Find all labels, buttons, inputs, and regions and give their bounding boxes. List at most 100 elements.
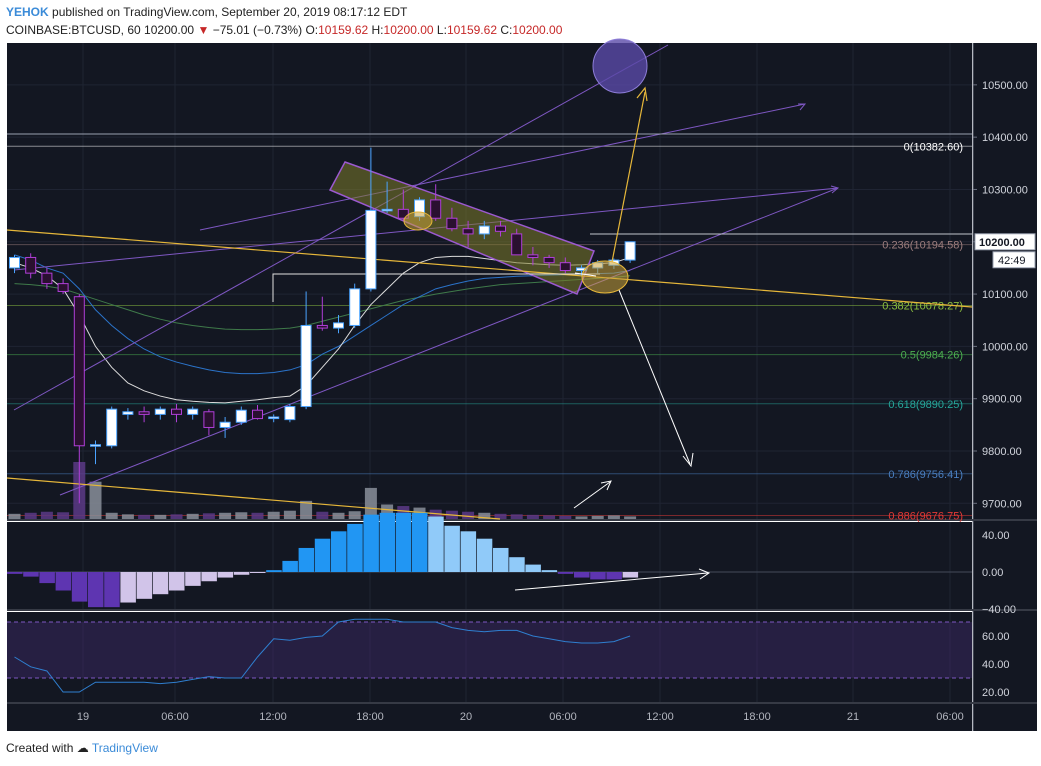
volume-bar: [121, 514, 134, 519]
volume-bar: [73, 462, 86, 519]
symbol: COINBASE:BTCUSD, 60: [6, 23, 141, 37]
symbol-line: COINBASE:BTCUSD, 60 10200.00 ▼ −75.01 (−…: [6, 23, 562, 37]
candle-down: [138, 411, 150, 415]
open-value: 10159.62: [318, 23, 369, 37]
macd-bar: [152, 572, 169, 595]
volume-bar: [591, 515, 604, 519]
volume-bar: [57, 512, 70, 519]
trend-line-support: [6, 477, 501, 520]
x-tick-label: 06:00: [161, 711, 189, 723]
volume-bar: [624, 516, 637, 519]
candle-down: [73, 296, 85, 447]
candle-up: [90, 444, 101, 447]
volume-bar: [445, 510, 458, 519]
tradingview-brand[interactable]: TradingView: [91, 741, 158, 755]
high-label: H:: [371, 23, 384, 37]
candle-down: [203, 411, 215, 428]
macd-bar: [7, 572, 23, 574]
down-arrow-icon: ▼: [197, 23, 210, 37]
low-label: L:: [436, 23, 447, 37]
bearish-projection-arrow: [618, 289, 691, 465]
volume-bar: [219, 512, 232, 519]
candle-up: [365, 209, 377, 290]
macd-bar: [233, 572, 250, 575]
close-value: 10200.00: [512, 23, 563, 37]
volume-bar: [575, 516, 588, 519]
macd-bar: [71, 572, 88, 602]
candle-up: [381, 208, 393, 212]
channel-arrowhead: [798, 103, 807, 111]
volume-bar: [138, 514, 151, 519]
x-tick-label: 18:00: [743, 711, 771, 723]
price-pane: [7, 43, 972, 519]
macd-bar: [557, 572, 574, 574]
y-tick-label: 10200.00: [982, 237, 1028, 249]
candle-up: [106, 408, 118, 447]
volume-bar: [543, 515, 556, 519]
volume-bar: [364, 487, 377, 519]
macd-bar: [250, 572, 266, 573]
bullish-arrowhead: [636, 86, 648, 102]
macd-bar: [493, 547, 509, 572]
publisher-name[interactable]: YEHOK: [6, 5, 49, 19]
macd-bar: [314, 538, 331, 572]
moving-average-slow: [14, 275, 631, 331]
channel-line-mid: [13, 187, 839, 271]
candle-up: [333, 322, 344, 329]
candle-down: [57, 283, 69, 292]
macd-bar: [104, 572, 120, 608]
candle-down: [527, 254, 539, 258]
countdown-badge-bg: [992, 251, 1036, 269]
breakout-level-line: [272, 273, 600, 302]
macd-bar: [88, 572, 104, 608]
volume-bar: [170, 514, 183, 519]
y-tick-label: 10500.00: [982, 80, 1028, 92]
fib-level-label: 0(10382.60): [904, 141, 963, 153]
y-tick-label: 9700.00: [982, 498, 1022, 510]
macd-bar: [590, 572, 606, 580]
fib-level-label: 0.5(9984.26): [901, 350, 963, 362]
macd-bar: [217, 572, 234, 578]
bull-flag-box: [328, 161, 595, 295]
macd-bar: [541, 570, 558, 572]
last-price-badge-bg: [974, 233, 1036, 251]
macd-bar: [509, 557, 525, 572]
x-tick-label: 06:00: [936, 711, 964, 723]
volume-bar: [89, 481, 102, 519]
rsi-line: [14, 618, 631, 693]
low-value: 10159.62: [446, 23, 497, 37]
published-text: published on TradingView.com, September …: [52, 5, 408, 19]
volume-bar: [105, 512, 118, 519]
macd-bar: [574, 572, 590, 578]
candle-down: [462, 228, 474, 235]
macd-bar: [363, 514, 379, 572]
volume-bar: [413, 507, 426, 519]
countdown-badge: 42:49: [998, 255, 1026, 267]
open-label: O:: [305, 23, 319, 37]
target-circle: [592, 38, 648, 94]
volume-bar: [462, 511, 475, 519]
y-tick-label: 10000.00: [982, 341, 1028, 353]
candle-down: [41, 272, 53, 285]
fib-level-label: 0.786(9756.41): [888, 469, 963, 481]
breakout-arrow: [574, 272, 597, 277]
trend-line-descending: [6, 229, 973, 308]
channel-line-upper: [13, 44, 669, 411]
fib-level-label: 0.382(10078.27): [882, 300, 963, 312]
candle-up: [235, 409, 247, 423]
macd-bar: [23, 572, 39, 577]
channel-arrowhead: [830, 185, 840, 194]
volume-bar: [300, 500, 313, 519]
volume-arrow: [573, 481, 611, 509]
volume-bar: [559, 515, 572, 519]
volume-bar: [235, 512, 248, 519]
candle-up: [300, 324, 312, 408]
tradingview-logo-icon: ☁: [76, 741, 89, 755]
bullish-projection-arrow: [611, 91, 646, 263]
candle-up: [154, 408, 166, 415]
x-tick-label: 20: [460, 711, 472, 723]
candle-down: [446, 217, 458, 230]
volume-bar: [381, 504, 394, 519]
candle-down: [559, 262, 571, 272]
